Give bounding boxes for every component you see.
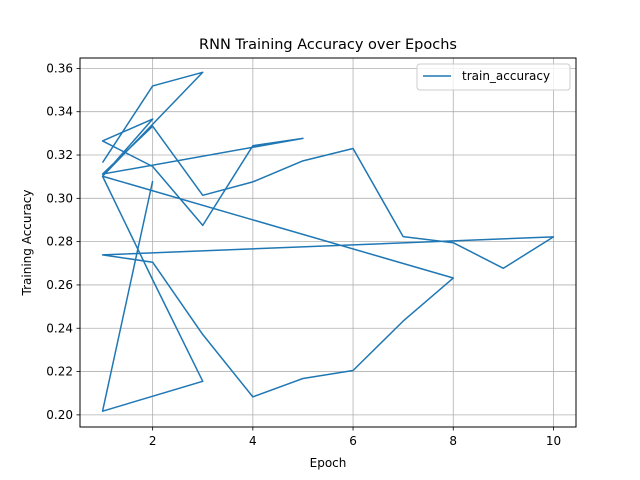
chart-title: RNN Training Accuracy over Epochs <box>199 37 457 53</box>
x-tick-label: 10 <box>546 434 561 448</box>
series-line-train-accuracy <box>101 71 555 412</box>
legend: train_accuracy <box>416 63 571 91</box>
x-axis-label: Epoch <box>310 456 347 470</box>
series-layer <box>101 71 555 412</box>
y-tick-label: 0.36 <box>46 61 73 75</box>
plot-area-frame <box>79 57 577 428</box>
y-tick-label: 0.20 <box>46 408 73 422</box>
y-tick-label: 0.32 <box>46 148 73 162</box>
y-tick-label: 0.22 <box>46 365 73 379</box>
x-tick-label: 2 <box>149 434 157 448</box>
legend-box <box>416 63 571 91</box>
x-tick-label: 4 <box>249 434 257 448</box>
y-tick-label: 0.28 <box>46 235 73 249</box>
y-tick-label: 0.24 <box>46 321 73 335</box>
y-axis-label: Training Accuracy <box>20 190 34 297</box>
y-tick-label: 0.30 <box>46 191 73 205</box>
ticks-layer: 2 4 6 8 10 0.20 0.22 0.24 0.26 0.28 0.30 0.32 0.34 0.… <box>46 61 561 448</box>
legend-label: train_accuracy <box>462 69 550 83</box>
x-tick-label: 8 <box>449 434 457 448</box>
x-tick-label: 6 <box>349 434 357 448</box>
y-tick-label: 0.34 <box>46 105 73 119</box>
y-tick-label: 0.26 <box>46 278 73 292</box>
